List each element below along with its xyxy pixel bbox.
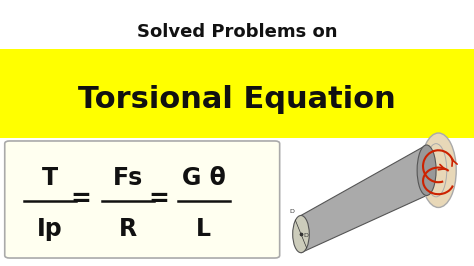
Text: D: D [289,209,294,214]
Text: Torsional Equation: Torsional Equation [78,85,396,114]
Text: Ip: Ip [37,217,63,241]
Text: Solved Problems on: Solved Problems on [137,23,337,41]
Text: T: T [42,166,58,190]
Text: L: L [196,217,211,241]
Text: =: = [70,188,91,211]
Polygon shape [301,145,427,253]
Ellipse shape [417,145,436,196]
Text: D: D [303,233,308,238]
Text: G θ: G θ [182,166,226,190]
Text: Fs: Fs [113,166,143,190]
Text: R: R [119,217,137,241]
Ellipse shape [426,144,447,197]
Ellipse shape [292,215,309,253]
Text: =: = [148,188,169,211]
Ellipse shape [421,133,456,207]
FancyBboxPatch shape [5,141,280,258]
Bar [0,49,474,138]
